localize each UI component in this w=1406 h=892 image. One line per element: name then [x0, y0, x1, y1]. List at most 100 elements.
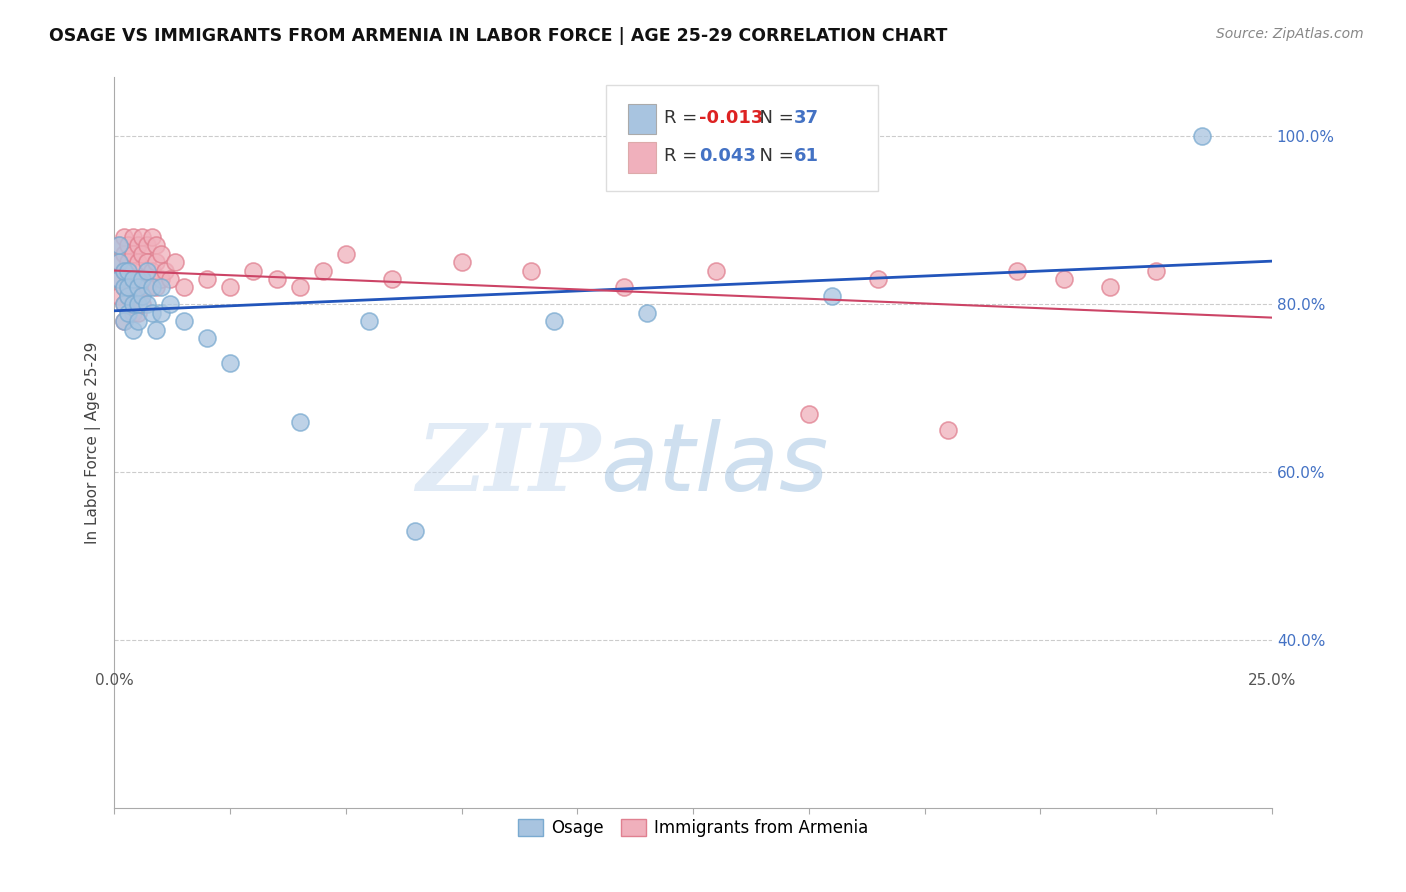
Text: atlas: atlas: [600, 419, 830, 510]
Point: [117, 255, 139, 269]
Point: [141, 263, 163, 277]
Point: [288, 280, 311, 294]
FancyBboxPatch shape: [628, 103, 657, 135]
Point: [117, 263, 139, 277]
Point: [131, 272, 153, 286]
Y-axis label: In Labor Force | Age 25-29: In Labor Force | Age 25-29: [86, 342, 101, 544]
Point: [122, 322, 145, 336]
Point: [112, 247, 135, 261]
Point: [149, 280, 172, 294]
Text: -0.013: -0.013: [699, 109, 763, 127]
Point: [450, 255, 472, 269]
Point: [112, 280, 135, 294]
Point: [131, 272, 153, 286]
Point: [1191, 129, 1213, 144]
Text: N =: N =: [748, 109, 799, 127]
Point: [122, 280, 145, 294]
Point: [108, 289, 131, 303]
Point: [135, 238, 157, 252]
Text: Source: ZipAtlas.com: Source: ZipAtlas.com: [1216, 27, 1364, 41]
Point: [145, 238, 167, 252]
Point: [797, 407, 820, 421]
FancyBboxPatch shape: [628, 143, 657, 173]
Text: 37: 37: [794, 109, 818, 127]
Point: [135, 255, 157, 269]
Point: [159, 297, 181, 311]
Point: [163, 255, 186, 269]
Point: [145, 322, 167, 336]
Point: [108, 272, 131, 286]
Point: [112, 280, 135, 294]
Point: [1052, 272, 1074, 286]
Point: [127, 314, 149, 328]
Point: [159, 272, 181, 286]
FancyBboxPatch shape: [606, 85, 879, 191]
Point: [381, 272, 404, 286]
Point: [141, 230, 163, 244]
Point: [122, 263, 145, 277]
Point: [145, 255, 167, 269]
Point: [288, 415, 311, 429]
Point: [242, 263, 264, 277]
Point: [195, 331, 218, 345]
Point: [131, 230, 153, 244]
Point: [821, 289, 844, 303]
Point: [335, 247, 357, 261]
Text: ZIP: ZIP: [416, 420, 600, 510]
Text: R =: R =: [664, 147, 703, 165]
Point: [266, 272, 288, 286]
Point: [149, 306, 172, 320]
Point: [135, 280, 157, 294]
Point: [117, 306, 139, 320]
Point: [131, 289, 153, 303]
Point: [127, 272, 149, 286]
Point: [404, 524, 426, 538]
Point: [127, 289, 149, 303]
Point: [135, 263, 157, 277]
Point: [149, 247, 172, 261]
Point: [108, 255, 131, 269]
Point: [636, 306, 658, 320]
Point: [108, 238, 131, 252]
Point: [122, 306, 145, 320]
Point: [112, 314, 135, 328]
Point: [112, 263, 135, 277]
Point: [108, 255, 131, 269]
Point: [312, 263, 335, 277]
Point: [1098, 280, 1121, 294]
Point: [936, 423, 959, 437]
Point: [117, 289, 139, 303]
Point: [112, 230, 135, 244]
Point: [127, 238, 149, 252]
Point: [117, 272, 139, 286]
Point: [145, 280, 167, 294]
Point: [108, 272, 131, 286]
Text: OSAGE VS IMMIGRANTS FROM ARMENIA IN LABOR FORCE | AGE 25-29 CORRELATION CHART: OSAGE VS IMMIGRANTS FROM ARMENIA IN LABO…: [49, 27, 948, 45]
Point: [112, 297, 135, 311]
Point: [117, 289, 139, 303]
Point: [127, 297, 149, 311]
Point: [127, 255, 149, 269]
Point: [219, 356, 242, 370]
Point: [122, 247, 145, 261]
Point: [122, 230, 145, 244]
Point: [122, 297, 145, 311]
Text: R =: R =: [664, 109, 703, 127]
Text: 0.043: 0.043: [699, 147, 756, 165]
Point: [195, 272, 218, 286]
Text: 25.0%: 25.0%: [1247, 673, 1296, 689]
Legend: Osage, Immigrants from Armenia: Osage, Immigrants from Armenia: [512, 813, 875, 844]
Point: [543, 314, 565, 328]
Text: 0.0%: 0.0%: [96, 673, 134, 689]
Point: [112, 297, 135, 311]
Point: [135, 297, 157, 311]
Point: [127, 280, 149, 294]
Point: [141, 306, 163, 320]
Text: N =: N =: [748, 147, 799, 165]
Point: [155, 263, 177, 277]
Point: [173, 280, 195, 294]
Point: [613, 280, 636, 294]
Point: [117, 238, 139, 252]
Point: [704, 263, 727, 277]
Point: [131, 297, 153, 311]
